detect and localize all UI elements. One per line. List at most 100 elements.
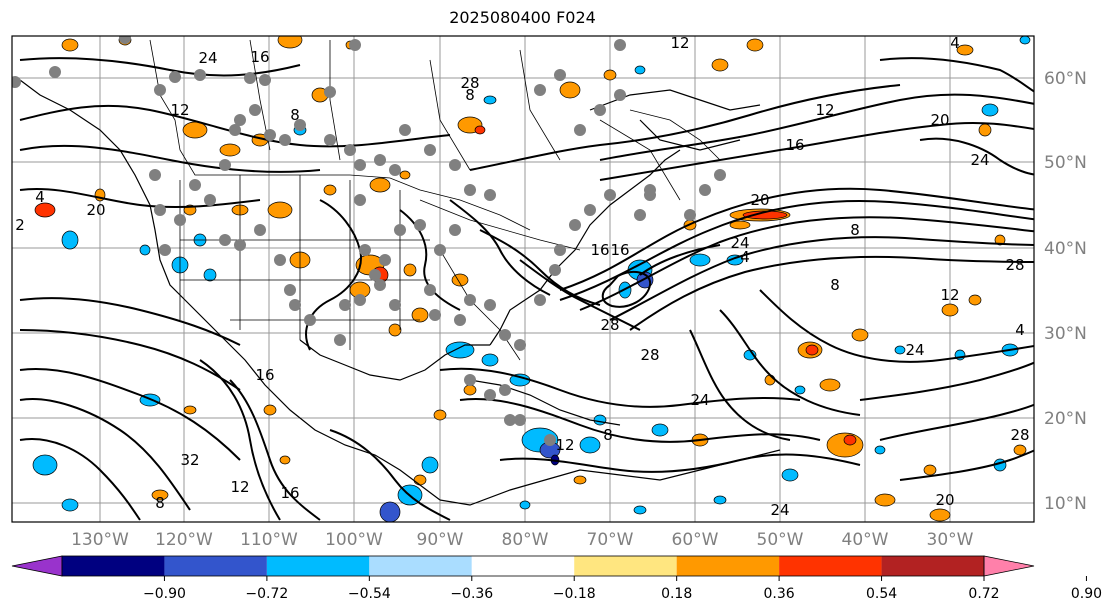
- colorbar-segment: [62, 556, 165, 576]
- contour-line: [19, 368, 241, 461]
- grey-dot: [174, 214, 186, 226]
- grey-dot: [399, 124, 411, 136]
- latitude-label: 40°N: [1044, 239, 1087, 259]
- grey-dot: [49, 66, 61, 78]
- grey-dot: [569, 219, 581, 231]
- shaded-blob: [519, 500, 531, 510]
- latitude-label: 50°N: [1044, 153, 1087, 173]
- grey-dot: [219, 159, 231, 171]
- shaded-blob: [851, 328, 869, 342]
- political-boundaries: [149, 39, 721, 361]
- grey-dot: [394, 224, 406, 236]
- shaded-blob: [483, 95, 497, 105]
- contour-line: [559, 199, 1034, 301]
- contour-label: 24: [770, 501, 789, 519]
- grey-dot: [614, 39, 626, 51]
- grey-dot: [424, 284, 436, 296]
- grey-dot: [359, 244, 371, 256]
- contour-label: 24: [198, 49, 217, 67]
- grey-dot: [374, 154, 386, 166]
- contour-label: 24: [690, 391, 709, 409]
- contour-line: [19, 329, 241, 391]
- colorbar-segment: [676, 556, 780, 576]
- grey-dot: [189, 179, 201, 191]
- grey-dot: [229, 124, 241, 136]
- contour-line: [719, 309, 861, 416]
- grey-dot: [284, 284, 296, 296]
- shaded-blob: [929, 508, 951, 522]
- shaded-blob: [941, 303, 959, 317]
- contour-line: [599, 93, 1034, 161]
- longitude-label: 50°W: [757, 530, 804, 550]
- grey-dot: [554, 69, 566, 81]
- contour-line: [439, 367, 801, 408]
- grey-dot: [369, 269, 381, 281]
- contour-lines: [19, 57, 1034, 521]
- shaded-blob: [421, 456, 439, 474]
- grey-dot: [234, 239, 246, 251]
- shaded-blob: [634, 65, 646, 75]
- shaded-blob: [894, 345, 906, 355]
- shaded-blob: [689, 253, 711, 267]
- contour-line: [19, 57, 301, 77]
- shaded-blob: [413, 474, 427, 486]
- grey-dot: [429, 309, 441, 321]
- colorbar-tick-label: −0.72: [245, 586, 288, 602]
- shaded-blob: [279, 455, 291, 465]
- shaded-blob: [403, 263, 417, 277]
- shaded-blob: [277, 36, 303, 49]
- longitude-label: 40°W: [842, 530, 889, 550]
- grey-dot: [699, 184, 711, 196]
- contour-line: [19, 398, 191, 511]
- grey-dot: [349, 39, 361, 51]
- colorbar-segment: [881, 556, 984, 576]
- shaded-blob: [1013, 444, 1027, 456]
- grey-dot: [644, 184, 656, 196]
- contour-label: 12: [940, 286, 959, 304]
- shaded-blob: [746, 38, 764, 52]
- contour-line: [19, 438, 141, 521]
- contour-label: 16: [610, 241, 629, 259]
- grey-dot: [484, 389, 496, 401]
- shaded-blob: [805, 344, 819, 356]
- contour-label: 12: [230, 478, 249, 496]
- shaded-blob: [573, 475, 587, 485]
- grey-dot: [159, 244, 171, 256]
- contour-label: 12: [170, 101, 189, 119]
- colorbar-tick-label: −0.36: [450, 586, 493, 602]
- grey-dot: [234, 114, 246, 126]
- contour-line: [519, 259, 641, 331]
- shaded-blob: [183, 405, 197, 415]
- contour-line: [469, 84, 901, 171]
- contour-line: [19, 188, 261, 209]
- contour-label: 24: [970, 151, 989, 169]
- contour-line: [19, 297, 241, 346]
- colorbar-tick-label: 0.36: [764, 586, 795, 602]
- latitude-label: 10°N: [1044, 494, 1087, 514]
- grey-dot: [464, 184, 476, 196]
- contour-line: [599, 121, 1034, 181]
- grey-dot: [534, 84, 546, 96]
- shaded-blob: [379, 501, 401, 522]
- contour-line: [919, 137, 1034, 176]
- contour-line: [459, 398, 821, 443]
- grey-dot: [379, 254, 391, 266]
- shaded-blob: [794, 385, 806, 395]
- shaded-blob: [203, 268, 217, 282]
- contour-label: 8: [850, 221, 860, 239]
- grey-dot: [634, 209, 646, 221]
- contour-line: [559, 187, 1034, 291]
- contour-line: [629, 255, 1034, 331]
- contour-label: 16: [250, 48, 269, 66]
- grey-dot: [344, 144, 356, 156]
- longitude-label: 110°W: [240, 530, 298, 550]
- colorbar-segment: [779, 556, 882, 576]
- shaded-blob: [139, 244, 151, 256]
- grey-dot: [294, 119, 306, 131]
- longitude-label: 120°W: [155, 530, 213, 550]
- shaded-blob: [474, 125, 486, 135]
- grey-dot: [389, 299, 401, 311]
- grey-dot: [339, 299, 351, 311]
- shaded-blob: [32, 454, 58, 476]
- contour-label: 2: [15, 216, 25, 234]
